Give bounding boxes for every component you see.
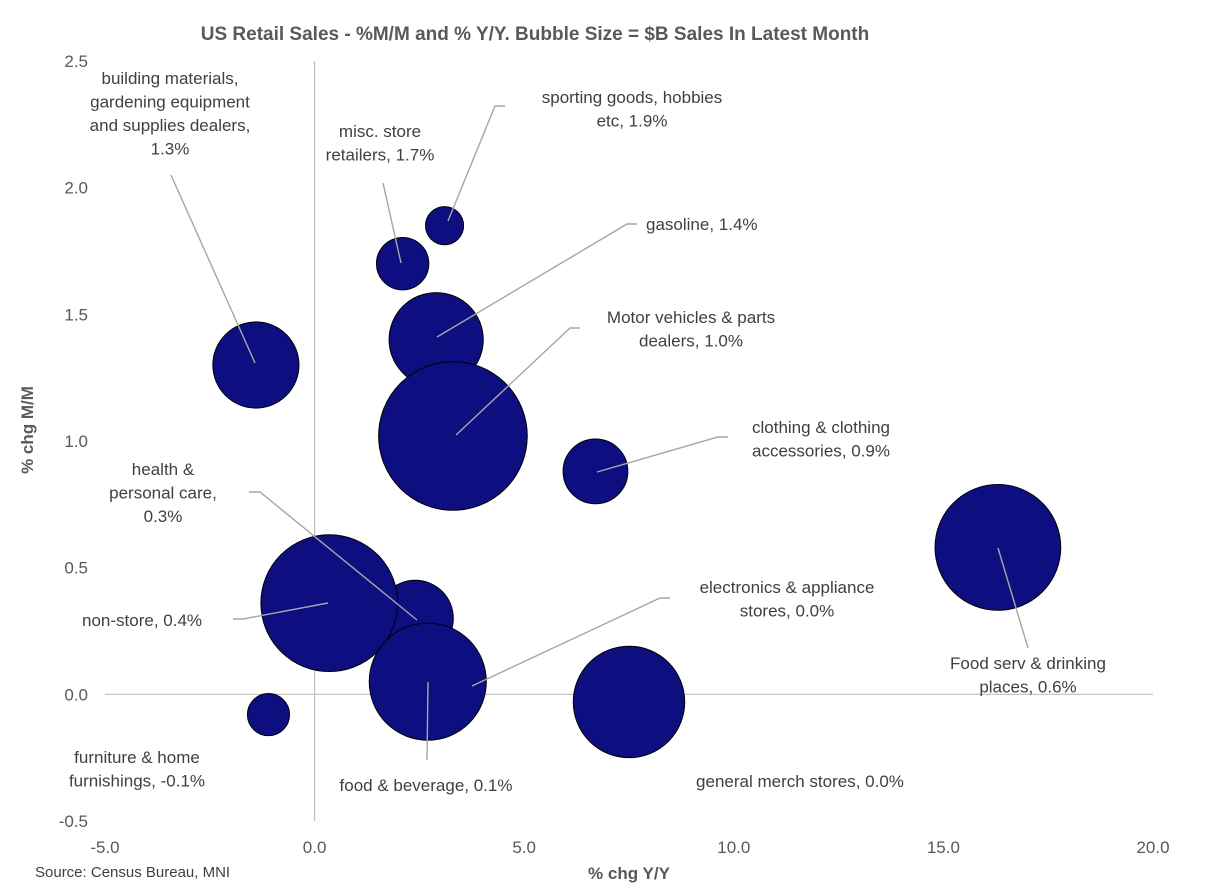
data-label-line: food & beverage, 0.1% <box>340 776 513 795</box>
leader-line <box>249 491 418 621</box>
bubble-food-serv-drinking-places <box>934 484 1062 611</box>
data-label: Food serv & drinking places, 0.6% <box>950 654 1106 697</box>
data-label-line: Food serv & drinking <box>950 654 1106 673</box>
data-label-line: building materials, <box>101 69 238 88</box>
data-label-line: Motor vehicles & parts <box>607 308 775 327</box>
data-label-line: sporting goods, hobbies <box>542 88 723 107</box>
y-tick-label: 1.0 <box>64 432 88 451</box>
chart-title: US Retail Sales - %M/M and % Y/Y. Bubble… <box>201 24 870 45</box>
data-label-line: electronics & appliance <box>700 578 875 597</box>
axes: -5.0 0.0 5.0 10.0 15.0 20.0 -0.5 0.0 0.5 1.0 1.5 2.… <box>59 52 1170 857</box>
data-label: building materials, gardening equipment an… <box>90 69 251 159</box>
leader-line <box>596 436 728 473</box>
data-label: misc. store retailers, 1.7% <box>326 122 435 165</box>
data-label: furniture & home furnishings, -0.1% <box>69 748 205 791</box>
x-tick-label: -5.0 <box>90 838 119 857</box>
data-label-line: non-store, 0.4% <box>82 611 202 630</box>
y-tick-label: 0.0 <box>64 685 88 704</box>
bubble-general-merch-stores <box>572 645 686 759</box>
y-axis-title: % chg M/M <box>18 386 37 474</box>
data-label-line: gasoline, 1.4% <box>646 215 758 234</box>
data-label: electronics & appliance stores, 0.0% <box>700 578 875 621</box>
data-label-line: clothing & clothing <box>752 418 890 437</box>
leader-line <box>997 547 1029 649</box>
data-label: Motor vehicles & parts dealers, 1.0% <box>607 308 775 351</box>
y-tick-label: 1.5 <box>64 305 88 324</box>
data-label-line: gardening equipment <box>90 93 250 112</box>
leader-line <box>436 223 637 338</box>
x-tick-label: 15.0 <box>927 838 960 857</box>
bubble-clothing-clothing-accessories <box>562 438 629 505</box>
leader-line <box>455 327 580 436</box>
leader-line <box>426 681 429 761</box>
y-tick-label: 0.5 <box>64 559 88 578</box>
bubble-non-store <box>260 534 399 673</box>
source-note: Source: Census Bureau, MNI <box>35 864 230 881</box>
data-label-line: personal care, <box>109 484 217 503</box>
data-label: general merch stores, 0.0% <box>696 772 904 791</box>
y-tick-label: 2.5 <box>64 52 88 71</box>
data-label-line: 0.3% <box>144 507 183 526</box>
bubble-motor-vehicles-parts-dealers <box>378 361 528 511</box>
leader-line <box>471 597 670 687</box>
data-label-line: accessories, 0.9% <box>752 442 890 461</box>
x-tick-label: 5.0 <box>512 838 536 857</box>
data-label: non-store, 0.4% <box>82 611 202 630</box>
data-label-line: and supplies dealers, <box>90 116 251 135</box>
bubble-sporting-goods-hobbies-etc <box>425 206 465 246</box>
leader-line <box>382 182 402 264</box>
bubble-furniture-home-furnishings <box>246 693 291 737</box>
data-label-line: furniture & home <box>74 748 200 767</box>
leader-line-layer <box>170 105 1029 761</box>
x-tick-label: 0.0 <box>303 838 327 857</box>
data-label-line: general merch stores, 0.0% <box>696 772 904 791</box>
y-tick-label: -0.5 <box>59 812 88 831</box>
data-label-line: 1.3% <box>151 140 190 159</box>
leader-line <box>170 174 256 364</box>
x-tick-label: 20.0 <box>1136 838 1169 857</box>
data-label: sporting goods, hobbies etc, 1.9% <box>542 88 723 131</box>
bubble-misc-store-retailers <box>375 236 430 291</box>
x-tick-label: 10.0 <box>717 838 750 857</box>
data-label-layer: building materials, gardening equipment an… <box>69 69 1106 795</box>
bubble-building-materials-gardening-equipment-and-supplies-dealers <box>212 321 300 409</box>
data-label-line: misc. store <box>339 122 421 141</box>
data-label-line: places, 0.6% <box>979 678 1076 697</box>
bubble-layer <box>212 206 1062 759</box>
leader-line <box>447 105 505 222</box>
data-label-line: retailers, 1.7% <box>326 146 435 165</box>
data-label: food & beverage, 0.1% <box>340 776 513 795</box>
data-label: clothing & clothing accessories, 0.9% <box>752 418 890 461</box>
data-label-line: dealers, 1.0% <box>639 332 743 351</box>
leader-line <box>233 602 329 620</box>
x-axis-title: % chg Y/Y <box>588 864 671 883</box>
data-label-line: furnishings, -0.1% <box>69 772 205 791</box>
y-tick-label: 2.0 <box>64 179 88 198</box>
data-label-line: health & <box>132 460 195 479</box>
data-label: health & personal care, 0.3% <box>109 460 217 526</box>
data-label-line: stores, 0.0% <box>740 602 835 621</box>
data-label: gasoline, 1.4% <box>646 215 758 234</box>
data-label-line: etc, 1.9% <box>597 112 668 131</box>
